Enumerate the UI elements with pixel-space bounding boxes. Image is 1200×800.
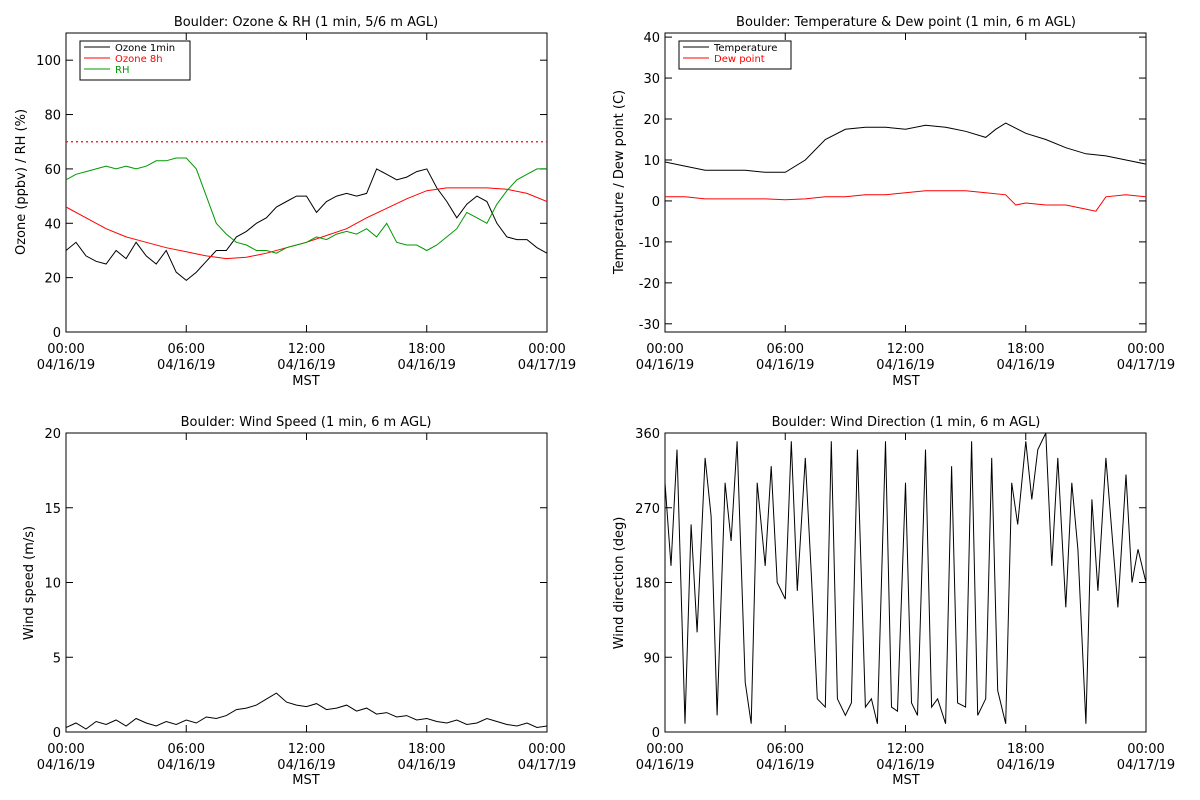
y-tick-label: -20	[639, 277, 660, 292]
x-tick-label-date: 04/16/19	[277, 358, 335, 373]
y-tick-label: 10	[44, 577, 61, 592]
legend-label: Ozone 8h	[115, 54, 163, 65]
legend-label: Temperature	[713, 43, 777, 54]
x-tick-label-time: 00:00	[646, 742, 683, 757]
x-tick-label-date: 04/17/19	[1117, 758, 1175, 773]
x-tick-label-time: 00:00	[646, 342, 683, 357]
temperature-dewpoint-panel: Boulder: Temperature & Dew point (1 min,…	[612, 15, 1175, 389]
x-axis-label: MST	[892, 374, 919, 389]
x-tick-label-date: 04/16/19	[157, 358, 215, 373]
y-tick-label: 0	[53, 326, 61, 341]
x-tick-label-date: 04/16/19	[876, 358, 934, 373]
y-tick-label: 180	[635, 577, 660, 592]
panel-title: Boulder: Wind Direction (1 min, 6 m AGL)	[772, 415, 1041, 430]
y-axis-label: Wind speed (m/s)	[22, 526, 37, 640]
panel-title: Boulder: Wind Speed (1 min, 6 m AGL)	[181, 415, 432, 430]
plot-frame	[65, 432, 548, 733]
x-tick-label-date: 04/16/19	[398, 358, 456, 373]
y-tick-label: 0	[652, 195, 660, 210]
y-tick-label: 15	[44, 502, 61, 517]
series-line-0	[66, 168, 547, 282]
x-tick-label-date: 04/16/19	[37, 358, 95, 373]
y-tick-label: 0	[53, 726, 61, 741]
x-tick-label-time: 12:00	[288, 742, 325, 757]
x-tick-label-date: 04/17/19	[518, 358, 576, 373]
x-tick-label-time: 12:00	[887, 342, 924, 357]
x-tick-label-time: 18:00	[1007, 342, 1044, 357]
series-line-0	[665, 122, 1146, 173]
series-line-0	[66, 692, 547, 730]
x-tick-label-time: 06:00	[168, 742, 205, 757]
legend-label: Dew point	[714, 54, 765, 65]
x-tick-label-date: 04/16/19	[277, 758, 335, 773]
y-tick-label: 100	[36, 54, 61, 69]
x-tick-label-date: 04/16/19	[37, 758, 95, 773]
x-tick-label-date: 04/16/19	[997, 358, 1055, 373]
series-line-1	[665, 190, 1146, 212]
x-tick-label-date: 04/16/19	[398, 758, 456, 773]
x-tick-label-date: 04/16/19	[756, 758, 814, 773]
x-tick-label-date: 04/16/19	[636, 758, 694, 773]
x-axis-label: MST	[292, 374, 319, 389]
x-tick-label-time: 00:00	[47, 342, 84, 357]
wind-speed-panel: Boulder: Wind Speed (1 min, 6 m AGL) Win…	[22, 415, 576, 788]
wind-direction-panel: Boulder: Wind Direction (1 min, 6 m AGL)…	[612, 415, 1175, 788]
x-tick-label-date: 04/16/19	[876, 758, 934, 773]
x-tick-label-time: 12:00	[887, 742, 924, 757]
x-tick-label-time: 06:00	[168, 342, 205, 357]
x-tick-label-time: 18:00	[408, 742, 445, 757]
series-line-1	[66, 187, 547, 260]
y-tick-label: 80	[44, 109, 61, 124]
x-tick-label-time: 00:00	[1127, 742, 1164, 757]
panel-title: Boulder: Temperature & Dew point (1 min,…	[736, 15, 1076, 30]
y-tick-label: 20	[44, 427, 61, 442]
y-axis-label: Wind direction (deg)	[612, 517, 627, 650]
y-axis-label: Temperature / Dew point (C)	[612, 90, 627, 275]
legend-label: RH	[115, 65, 129, 76]
x-tick-label-date: 04/16/19	[997, 758, 1055, 773]
x-tick-label-time: 06:00	[767, 742, 804, 757]
x-tick-label-date: 04/17/19	[1117, 358, 1175, 373]
y-tick-label: 360	[635, 427, 660, 442]
x-tick-label-date: 04/17/19	[518, 758, 576, 773]
y-tick-label: 0	[652, 726, 660, 741]
x-tick-label-time: 12:00	[288, 342, 325, 357]
x-axis-label: MST	[892, 773, 919, 788]
x-tick-label-date: 04/16/19	[157, 758, 215, 773]
x-tick-label-time: 06:00	[767, 342, 804, 357]
series-line-0	[665, 433, 1146, 724]
x-tick-label-time: 18:00	[408, 342, 445, 357]
y-tick-label: 20	[643, 113, 660, 128]
y-tick-label: 40	[44, 217, 61, 232]
y-tick-label: 20	[44, 272, 61, 287]
x-tick-label-time: 00:00	[1127, 342, 1164, 357]
y-tick-label: 10	[643, 154, 660, 169]
x-tick-label-date: 04/16/19	[636, 358, 694, 373]
y-axis-label: Ozone (ppbv) / RH (%)	[14, 109, 29, 255]
ozone-rh-panel: Boulder: Ozone & RH (1 min, 5/6 m AGL) O…	[14, 15, 576, 389]
y-tick-label: -10	[639, 236, 660, 251]
legend-box	[678, 40, 792, 70]
series-line-2	[66, 157, 547, 254]
y-tick-label: 5	[53, 651, 61, 666]
x-tick-label-time: 00:00	[528, 742, 565, 757]
y-tick-label: 90	[643, 651, 660, 666]
y-tick-label: 40	[643, 31, 660, 46]
x-tick-label-time: 18:00	[1007, 742, 1044, 757]
y-tick-label: 60	[44, 163, 61, 178]
y-tick-label: 270	[635, 502, 660, 517]
x-axis-label: MST	[292, 773, 319, 788]
x-tick-label-date: 04/16/19	[756, 358, 814, 373]
y-tick-label: -30	[639, 318, 660, 333]
plot-frame	[664, 32, 1147, 333]
x-tick-label-time: 00:00	[528, 342, 565, 357]
legend-label: Ozone 1min	[115, 43, 175, 54]
x-tick-label-time: 00:00	[47, 742, 84, 757]
plot-frame	[664, 432, 1147, 733]
y-tick-label: 30	[643, 72, 660, 87]
panel-title: Boulder: Ozone & RH (1 min, 5/6 m AGL)	[174, 15, 438, 30]
